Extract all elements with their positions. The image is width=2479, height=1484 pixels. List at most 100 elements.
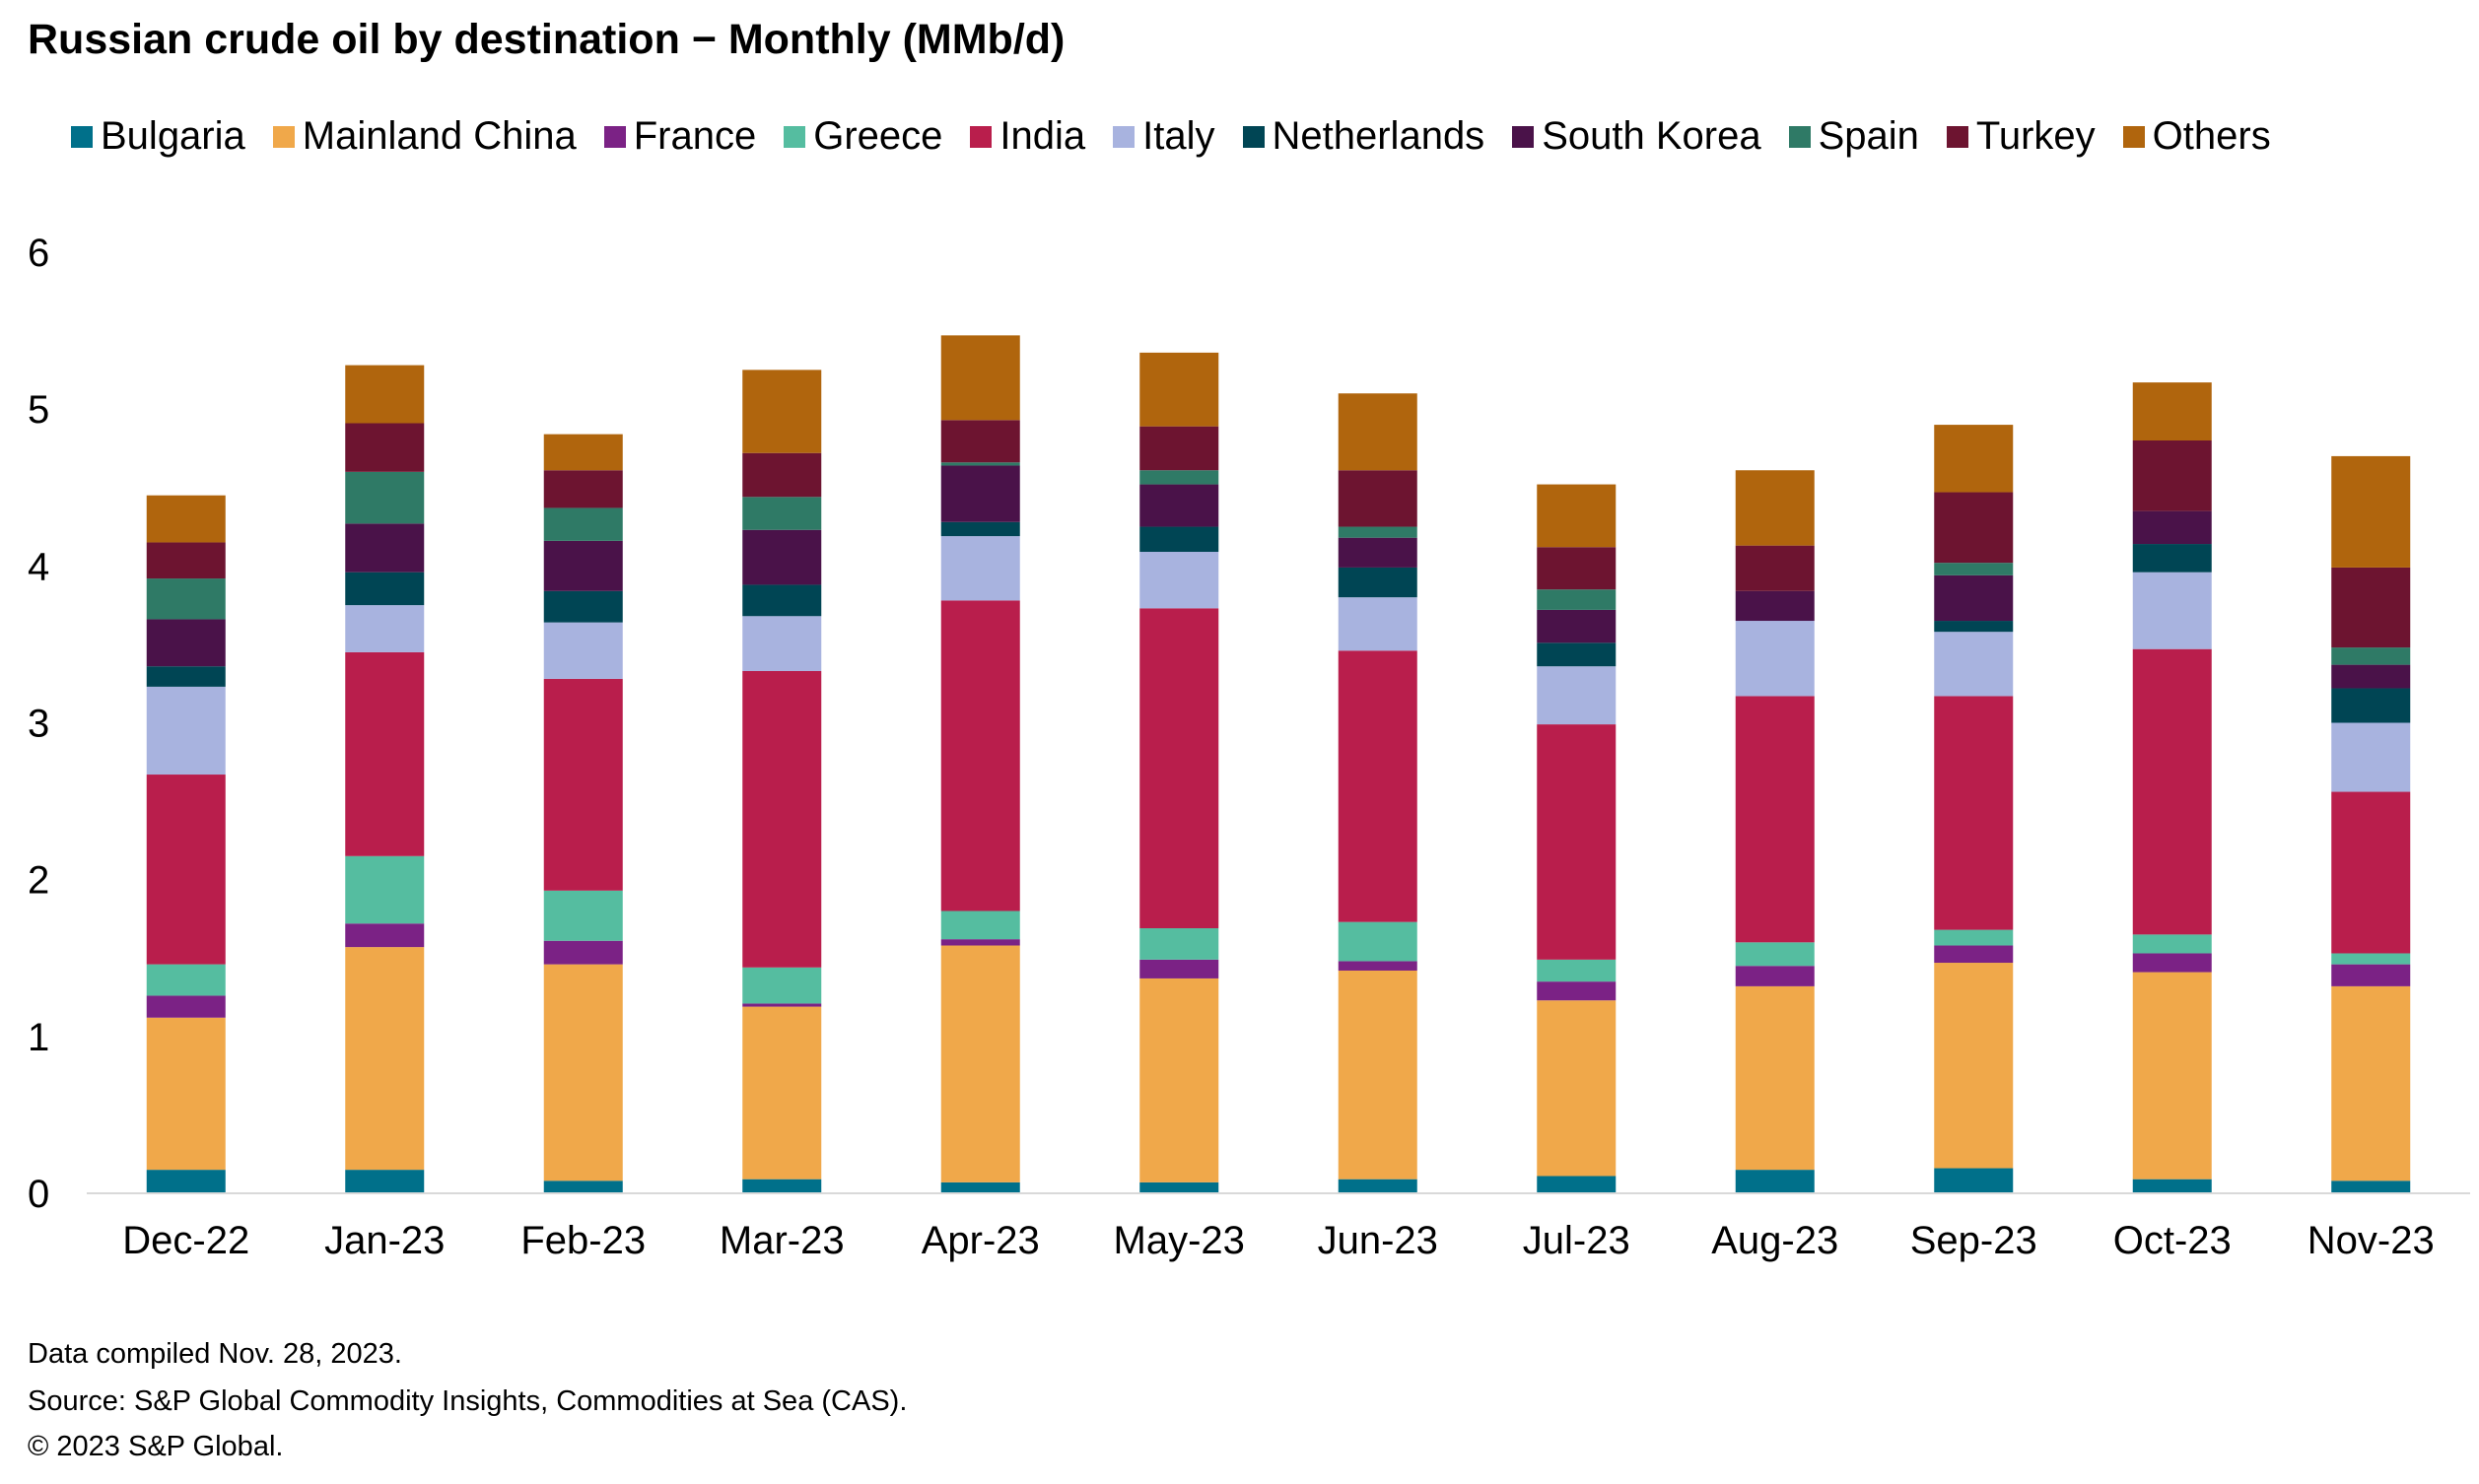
legend-item-netherlands: Netherlands [1242,114,1484,159]
y-tick-label: 2 [28,859,49,903]
bar-segment-france-feb-23 [543,940,623,965]
bar-segment-greece-dec-22 [146,964,226,996]
bar-segment-bulgaria-jun-23 [1338,1179,1417,1193]
bar-segment-france-sep-23 [1934,945,2014,964]
bar-segment-india-jan-23 [345,651,425,856]
bar-segment-others-jun-23 [1338,393,1417,471]
bar-segment-bulgaria-feb-23 [543,1180,623,1193]
bar-segment-netherlands-apr-23 [940,521,1020,537]
bar-segment-india-oct-23 [2132,648,2212,935]
bar-segment-italy-sep-23 [1934,632,2014,697]
bar-segment-india-nov-23 [2331,791,2411,954]
x-tick-label: Oct-23 [2113,1219,2232,1262]
bar-segment-netherlands-may-23 [1139,526,1219,553]
legend-item-india: India [970,114,1085,159]
bar-segment-turkey-aug-23 [1735,545,1815,591]
bar-segment-south-korea-nov-23 [2331,664,2411,689]
legend-item-france: France [603,114,757,159]
bar-segment-spain-feb-23 [543,507,623,541]
x-tick-label: Mar-23 [720,1219,845,1262]
legend-swatch-india [970,125,993,148]
x-tick-label: Dec-22 [122,1219,249,1262]
y-tick-label: 4 [28,545,49,588]
x-tick-label: Feb-23 [520,1219,646,1262]
bar-segment-netherlands-nov-23 [2331,688,2411,723]
bar-segment-netherlands-mar-23 [742,584,822,617]
bar-segment-mainland-china-jun-23 [1338,970,1417,1180]
bar-segment-india-jun-23 [1338,650,1417,922]
x-tick-label: Jul-23 [1523,1219,1630,1262]
bar-segment-greece-jun-23 [1338,921,1417,962]
bar-segment-spain-jun-23 [1338,526,1417,538]
footer-copyright: © 2023 S&P Global. [28,1431,284,1462]
legend-item-spain: Spain [1788,114,1919,159]
bar-segment-bulgaria-aug-23 [1735,1170,1815,1193]
y-tick-label: 0 [28,1173,49,1216]
bar-segment-spain-sep-23 [1934,563,2014,575]
bar-segment-mainland-china-jan-23 [345,947,425,1171]
bar-segment-france-jan-23 [345,923,425,948]
bar-segment-netherlands-jun-23 [1338,567,1417,598]
bar-segment-others-dec-22 [146,495,226,543]
bar-segment-mainland-china-may-23 [1139,978,1219,1182]
y-tick-label: 1 [28,1016,49,1059]
bar-segment-italy-dec-22 [146,686,226,776]
bar-segment-spain-jan-23 [345,471,425,524]
bar-segment-france-aug-23 [1735,966,1815,986]
bar-segment-india-jul-23 [1537,724,1617,960]
x-tick-label: Sep-23 [1910,1219,2037,1262]
bar-segment-greece-mar-23 [742,967,822,1004]
bar-segment-mainland-china-jul-23 [1537,1000,1617,1177]
bar-segment-italy-nov-23 [2331,722,2411,792]
bar-segment-greece-may-23 [1139,928,1219,960]
bar-segment-south-korea-aug-23 [1735,590,1815,622]
bar-segment-france-may-23 [1139,959,1219,978]
legend-label: Bulgaria [101,114,245,158]
bar-segment-south-korea-sep-23 [1934,574,2014,622]
legend-swatch-others [2122,125,2145,148]
bar-segment-mainland-china-sep-23 [1934,963,2014,1169]
bar-segment-spain-nov-23 [2331,647,2411,665]
bar-segment-italy-mar-23 [742,616,822,671]
bar-segment-india-aug-23 [1735,696,1815,943]
bar-segment-bulgaria-may-23 [1139,1181,1219,1193]
bar-segment-italy-may-23 [1139,552,1219,609]
bar-segment-mainland-china-aug-23 [1735,985,1815,1171]
bar-segment-south-korea-dec-22 [146,619,226,667]
bar-segment-south-korea-oct-23 [2132,510,2212,545]
bar-segment-turkey-nov-23 [2331,567,2411,648]
bar-segment-others-mar-23 [742,370,822,453]
y-tick-label: 6 [28,232,49,275]
bar-segment-turkey-sep-23 [1934,492,2014,564]
legend-swatch-spain [1788,125,1811,148]
bar-segment-others-jul-23 [1537,484,1617,548]
legend-label: France [633,114,757,158]
bar-segment-france-nov-23 [2331,964,2411,986]
legend-item-others: Others [2122,114,2271,159]
bar-segment-italy-jul-23 [1537,666,1617,725]
x-tick-label: Jan-23 [324,1219,445,1262]
bar-segment-turkey-dec-22 [146,542,226,579]
legend-item-bulgaria: Bulgaria [71,114,245,159]
x-tick-label: Aug-23 [1711,1219,1838,1262]
legend-swatch-italy [1113,125,1136,148]
bar-segment-italy-jan-23 [345,605,425,652]
legend-label: Others [2152,114,2271,158]
bar-segment-south-korea-jan-23 [345,523,425,573]
bar-segment-spain-dec-22 [146,578,226,620]
legend-item-turkey: Turkey [1946,114,2096,159]
bar-segment-india-apr-23 [940,600,1020,911]
legend-swatch-turkey [1946,125,1968,148]
bar-segment-netherlands-jul-23 [1537,642,1617,667]
legend-label: Italy [1142,114,1215,158]
x-tick-label: Jun-23 [1318,1219,1438,1262]
bar-segment-mainland-china-apr-23 [940,945,1020,1182]
bar-segment-others-feb-23 [543,434,623,471]
bar-segment-netherlands-oct-23 [2132,544,2212,573]
bar-segment-india-mar-23 [742,670,822,968]
bar-segment-spain-jul-23 [1537,589,1617,610]
bar-segment-bulgaria-jul-23 [1537,1176,1617,1193]
bar-segment-turkey-jul-23 [1537,547,1617,590]
bar-segment-netherlands-jan-23 [345,572,425,606]
